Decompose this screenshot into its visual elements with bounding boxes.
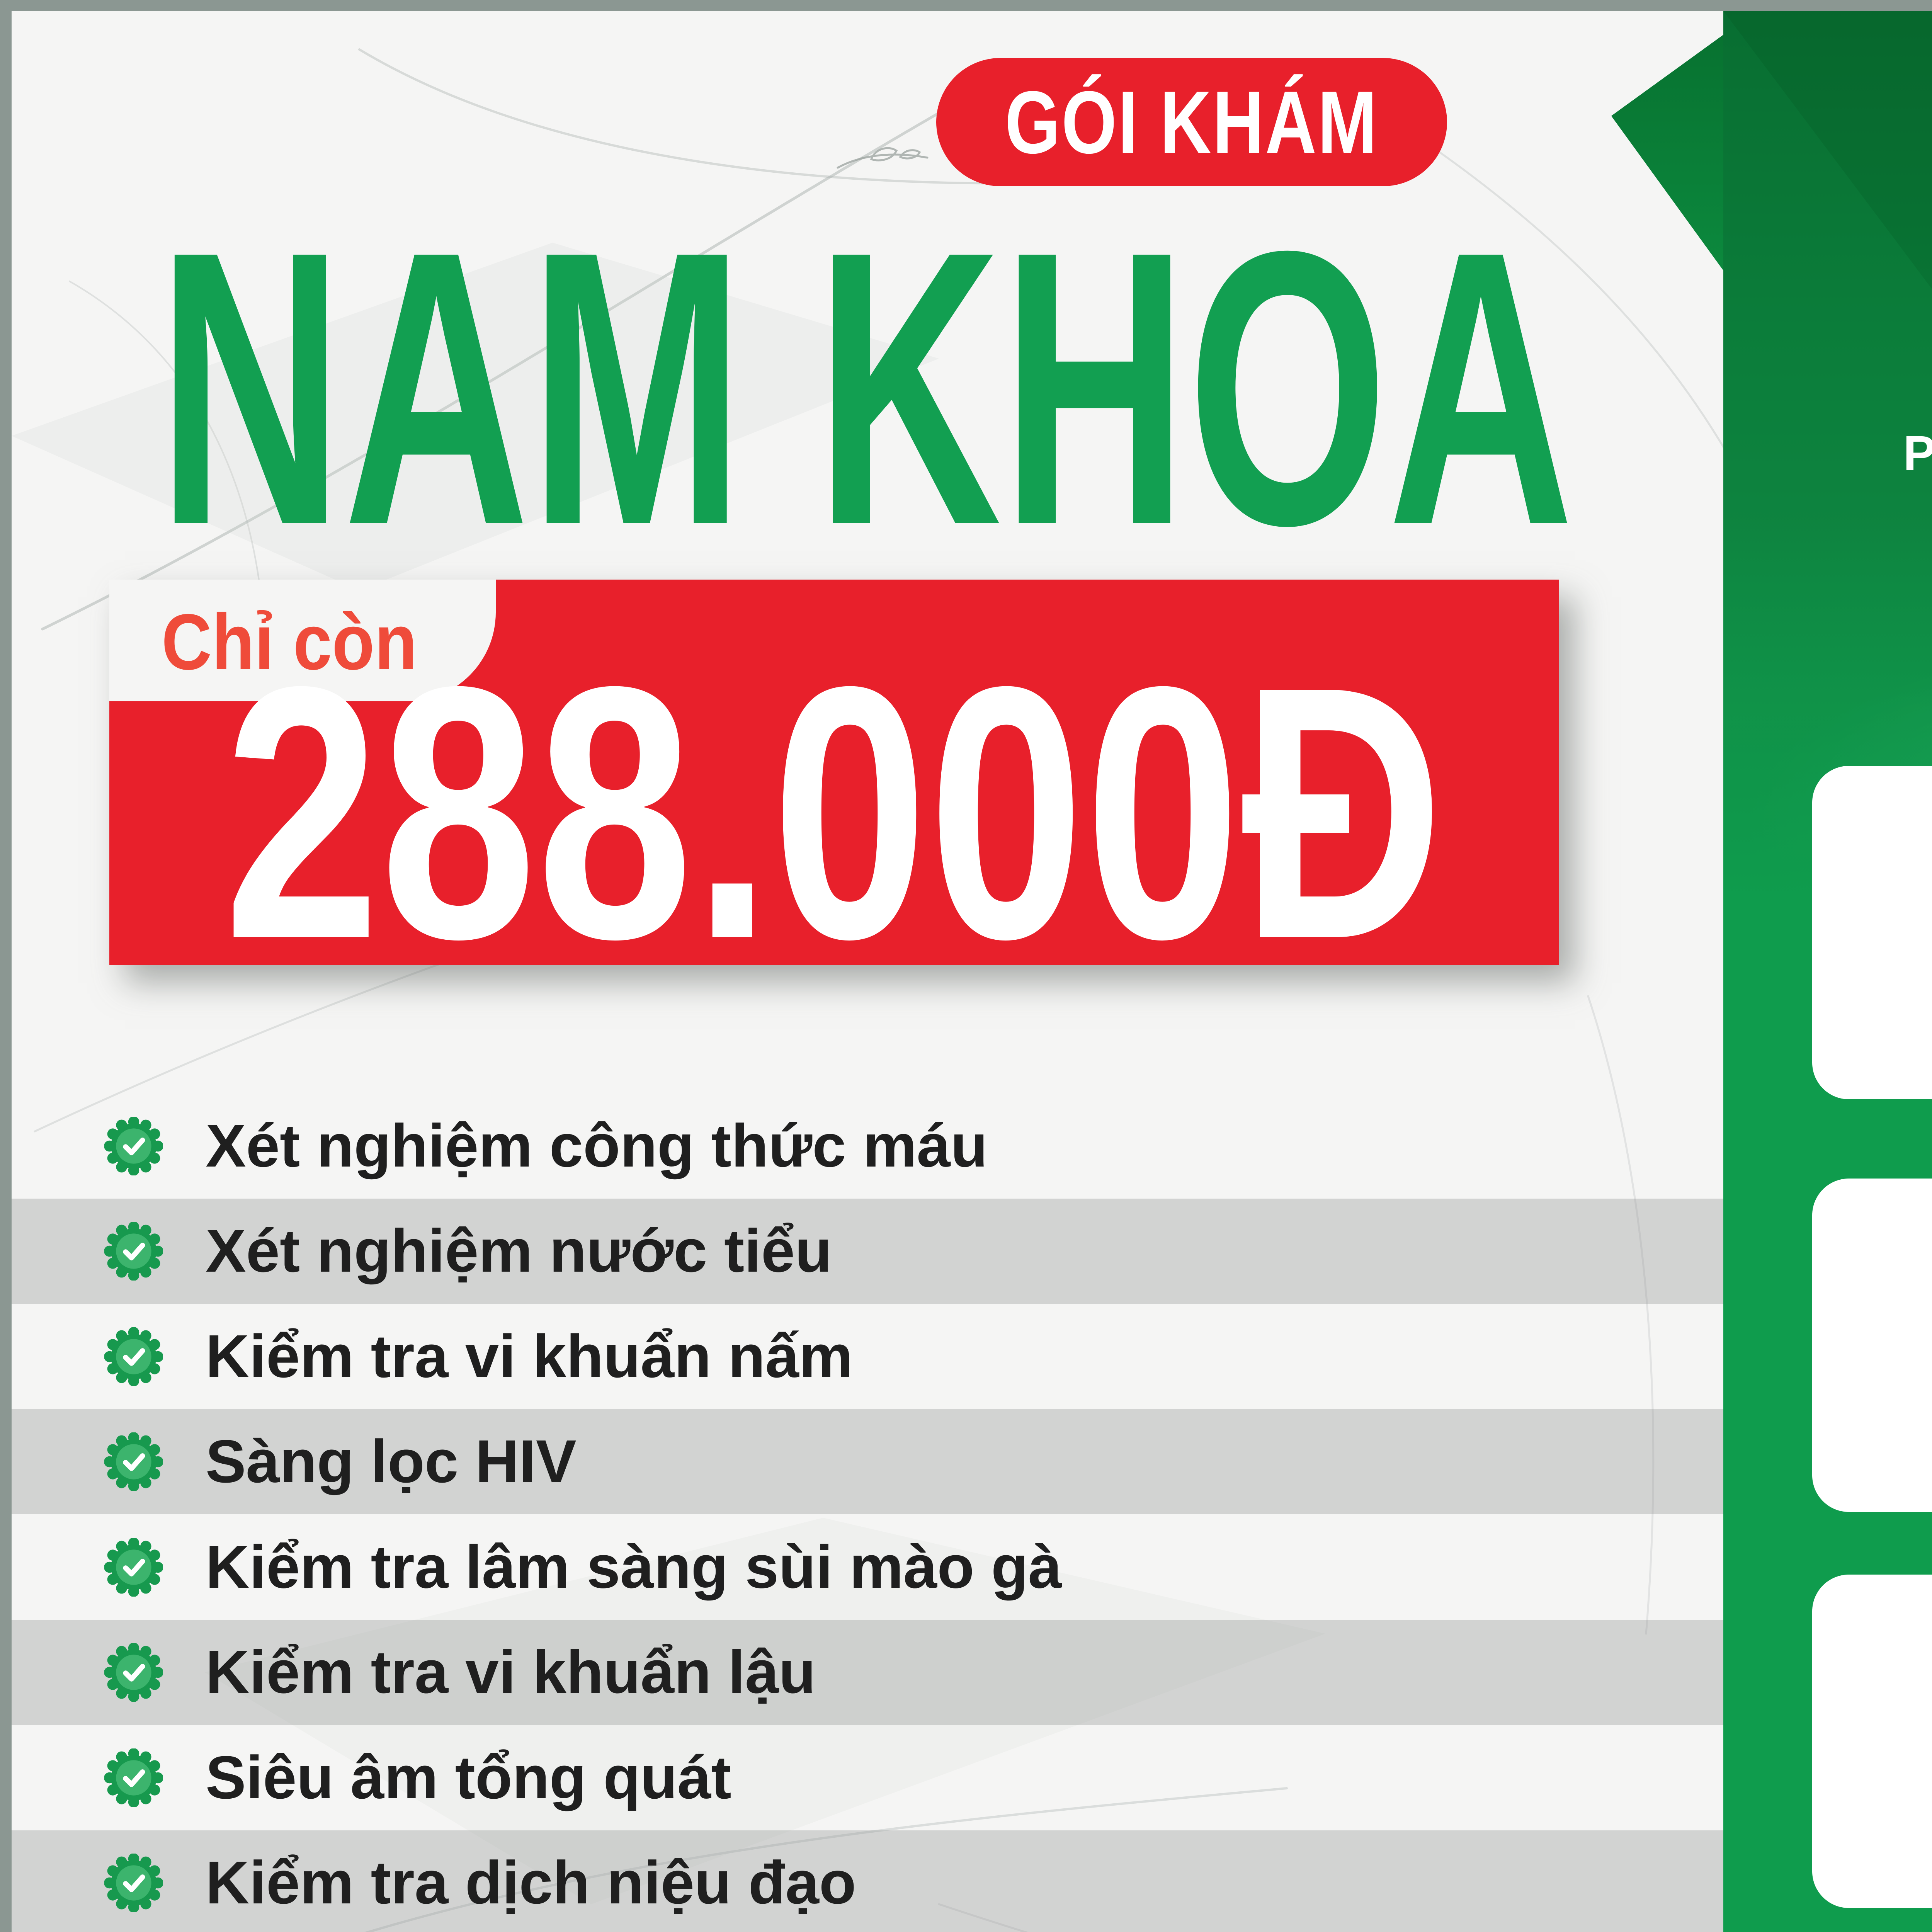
list-item: Kiểm tra vi khuẩn nấm — [104, 1304, 853, 1409]
list-item-label: Sàng lọc HIV — [206, 1427, 577, 1495]
package-badge-label: GÓI KHÁM — [1005, 72, 1378, 172]
check-seal-icon — [104, 1853, 163, 1912]
list-item-label: Siêu âm tổng quát — [206, 1743, 731, 1811]
list-item: Xét nghiệm công thức máu — [104, 1093, 988, 1199]
check-seal-icon — [104, 1748, 163, 1807]
offer-percent: 50 % — [1888, 901, 1932, 1132]
list-item: Kiểm tra dịch niệu đạo — [104, 1830, 856, 1932]
price-banner: Chỉ còn 288.000Đ — [109, 580, 1559, 1014]
list-item-label: Kiểm tra dịch niệu đạo — [206, 1849, 856, 1917]
list-stripe — [12, 1409, 1727, 1514]
list-item-label: Kiểm tra vi khuẩn lậu — [206, 1638, 816, 1706]
check-seal-icon — [104, 1643, 163, 1702]
check-seal-icon — [104, 1221, 163, 1281]
price-value: 288.000Đ — [224, 612, 1445, 1014]
page-title: NAM KHOA — [157, 170, 1574, 606]
list-item-label: Kiểm tra vi khuẩn nấm — [206, 1322, 853, 1390]
list-stripe — [12, 1830, 1727, 1932]
list-item: Siêu âm tổng quát — [104, 1725, 731, 1830]
list-item: Kiểm tra vi khuẩn lậu — [104, 1619, 816, 1725]
check-seal-icon — [104, 1327, 163, 1386]
offer-card-treatment: CHI PHÍ ĐIỀU TRỊ GIẢM 30 % — [1812, 1179, 1932, 1512]
offer-percent: 30 % — [1888, 1313, 1932, 1544]
list-item: Sàng lọc HIV — [104, 1409, 577, 1514]
check-seal-icon — [104, 1537, 163, 1597]
list-stripe — [12, 1199, 1727, 1304]
package-badge: GÓI KHÁM — [936, 58, 1447, 186]
check-seal-icon — [104, 1116, 163, 1175]
list-item: Kiểm tra lâm sàng sùi mào gà — [104, 1514, 1062, 1620]
check-seal-icon — [104, 1432, 163, 1491]
list-stripe — [12, 1620, 1727, 1725]
list-item-label: Kiểm tra lâm sàng sùi mào gà — [206, 1533, 1062, 1601]
list-item-label: Xét nghiệm nước tiểu — [206, 1217, 832, 1285]
clinic-type-line: Phòng khám đa khoa — [1903, 426, 1932, 480]
offer-card-checkup: CHI PHÍ KIỂM TRA GIẢM 30 % — [1812, 1575, 1932, 1908]
list-item: Xét nghiệm nước tiểu — [104, 1198, 832, 1304]
clinic-name: ĐÀ LẠT — [1723, 478, 1932, 567]
offer-card-procedure: CHI PHÍ THỦ THUẬT GIẢM 50 % — [1812, 766, 1932, 1099]
list-item-label: Xét nghiệm công thức máu — [206, 1112, 988, 1180]
frame-edge-left — [0, 0, 12, 1932]
offer-percent: 30 % — [1888, 1709, 1932, 1932]
frame-edge-top — [0, 0, 1932, 11]
